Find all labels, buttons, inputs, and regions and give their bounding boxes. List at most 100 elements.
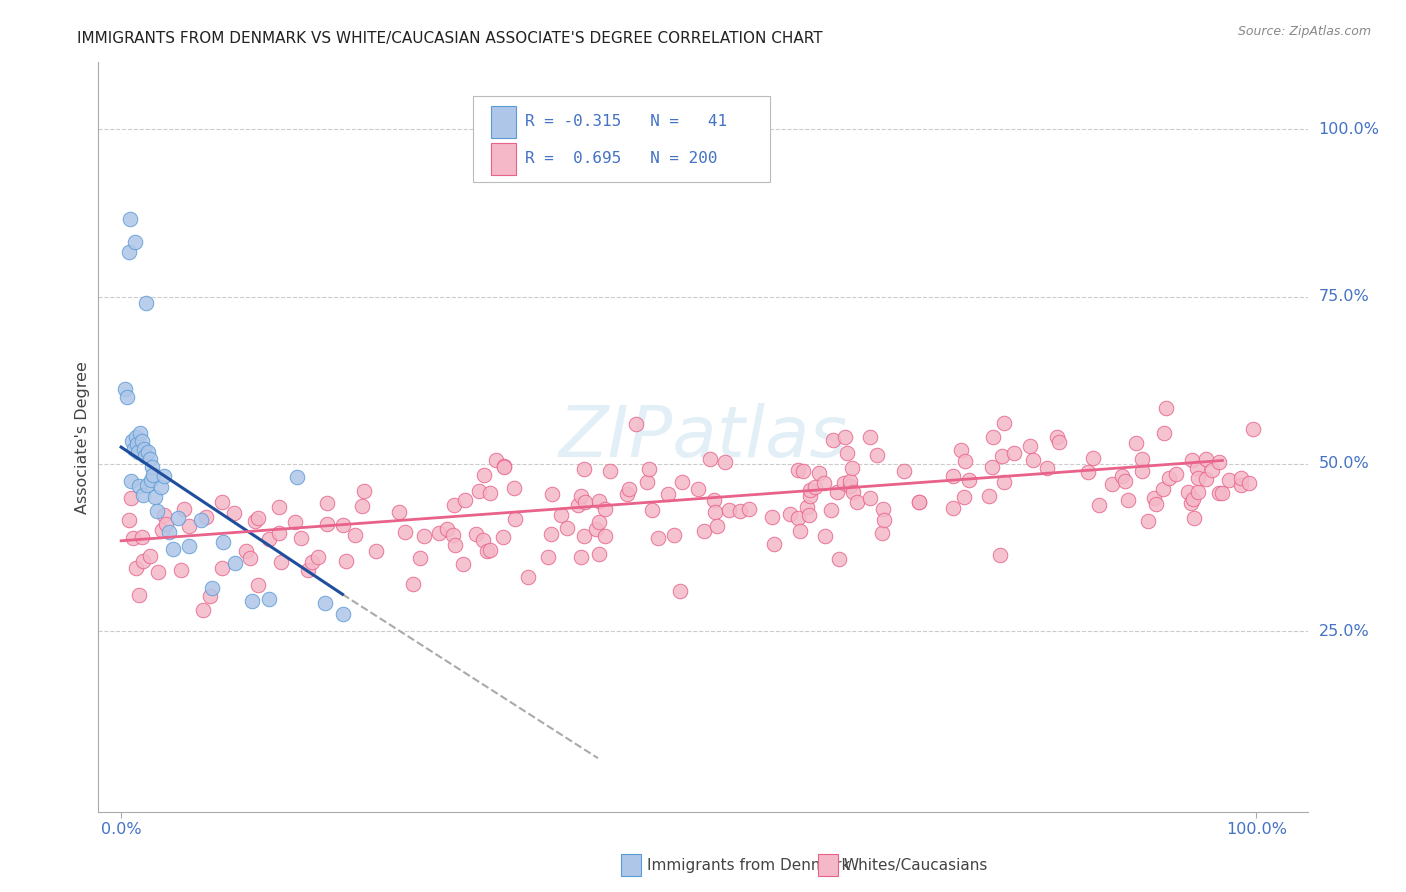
Point: [131, 488, 153, 502]
Point: [953, 454, 976, 468]
Point: [149, 480, 172, 494]
Point: [834, 430, 856, 444]
Point: [290, 531, 312, 545]
Point: [1211, 486, 1233, 500]
Point: [569, 550, 592, 565]
Point: [1177, 485, 1199, 500]
Point: [135, 296, 157, 310]
Point: [1153, 425, 1175, 440]
Point: [120, 491, 142, 505]
Point: [572, 529, 595, 543]
Point: [823, 433, 845, 447]
Point: [211, 560, 233, 574]
Point: [567, 498, 589, 512]
Point: [1021, 453, 1043, 467]
Point: [599, 464, 621, 478]
Point: [1187, 471, 1209, 485]
Point: [993, 475, 1015, 489]
Point: [269, 500, 291, 515]
Text: R =  0.695   N = 200: R = 0.695 N = 200: [526, 152, 717, 167]
Point: [475, 544, 498, 558]
Y-axis label: Associate's Degree: Associate's Degree: [75, 360, 90, 514]
Point: [492, 530, 515, 544]
Point: [443, 499, 465, 513]
Point: [703, 493, 725, 508]
Point: [148, 565, 170, 579]
Point: [143, 490, 166, 504]
Point: [132, 554, 155, 568]
Point: [841, 461, 863, 475]
Point: [465, 526, 488, 541]
Point: [796, 500, 818, 514]
Point: [153, 468, 176, 483]
Point: [942, 468, 965, 483]
Point: [388, 505, 411, 519]
Point: [472, 467, 495, 482]
Point: [224, 506, 246, 520]
Point: [588, 548, 610, 562]
Point: [115, 390, 138, 404]
Point: [224, 556, 246, 570]
Point: [155, 517, 177, 532]
Point: [738, 502, 761, 516]
Point: [585, 522, 607, 536]
Point: [125, 561, 148, 575]
Point: [444, 538, 467, 552]
Point: [257, 591, 280, 606]
Point: [201, 581, 224, 595]
Point: [1130, 452, 1153, 467]
Point: [211, 494, 233, 508]
Point: [316, 517, 339, 532]
Point: [118, 244, 141, 259]
Point: [503, 481, 526, 495]
Point: [841, 485, 863, 500]
Point: [436, 522, 458, 536]
Point: [132, 442, 155, 456]
Point: [1152, 482, 1174, 496]
Point: [269, 526, 291, 541]
Point: [588, 494, 610, 508]
Point: [120, 474, 142, 488]
Point: [789, 524, 811, 538]
Point: [122, 442, 145, 456]
Point: [977, 489, 1000, 503]
Point: [828, 552, 851, 566]
Point: [870, 525, 893, 540]
Point: [671, 475, 693, 489]
Point: [593, 529, 616, 543]
Text: ZIPatlas: ZIPatlas: [558, 402, 848, 472]
Point: [1195, 472, 1218, 486]
Point: [820, 503, 842, 517]
Point: [872, 502, 894, 516]
Point: [942, 501, 965, 516]
Point: [505, 511, 527, 525]
Point: [1088, 498, 1111, 512]
Point: [839, 474, 862, 488]
Point: [454, 493, 477, 508]
Point: [908, 494, 931, 508]
Point: [1046, 430, 1069, 444]
Point: [190, 513, 212, 527]
FancyBboxPatch shape: [492, 144, 516, 175]
Text: Source: ZipAtlas.com: Source: ZipAtlas.com: [1237, 25, 1371, 38]
Text: Whites/Caucasians: Whites/Caucasians: [844, 858, 988, 872]
Point: [128, 588, 150, 602]
Point: [1195, 452, 1218, 467]
Point: [394, 524, 416, 539]
Point: [212, 534, 235, 549]
Point: [728, 504, 751, 518]
Point: [1201, 463, 1223, 477]
Point: [804, 480, 827, 494]
Point: [1036, 461, 1059, 475]
Point: [624, 417, 647, 431]
Point: [138, 452, 160, 467]
Point: [125, 430, 148, 444]
Point: [1130, 464, 1153, 478]
Point: [799, 489, 821, 503]
Point: [662, 528, 685, 542]
Point: [814, 529, 837, 543]
Point: [141, 460, 163, 475]
Point: [364, 543, 387, 558]
Point: [198, 589, 221, 603]
Point: [494, 460, 516, 475]
